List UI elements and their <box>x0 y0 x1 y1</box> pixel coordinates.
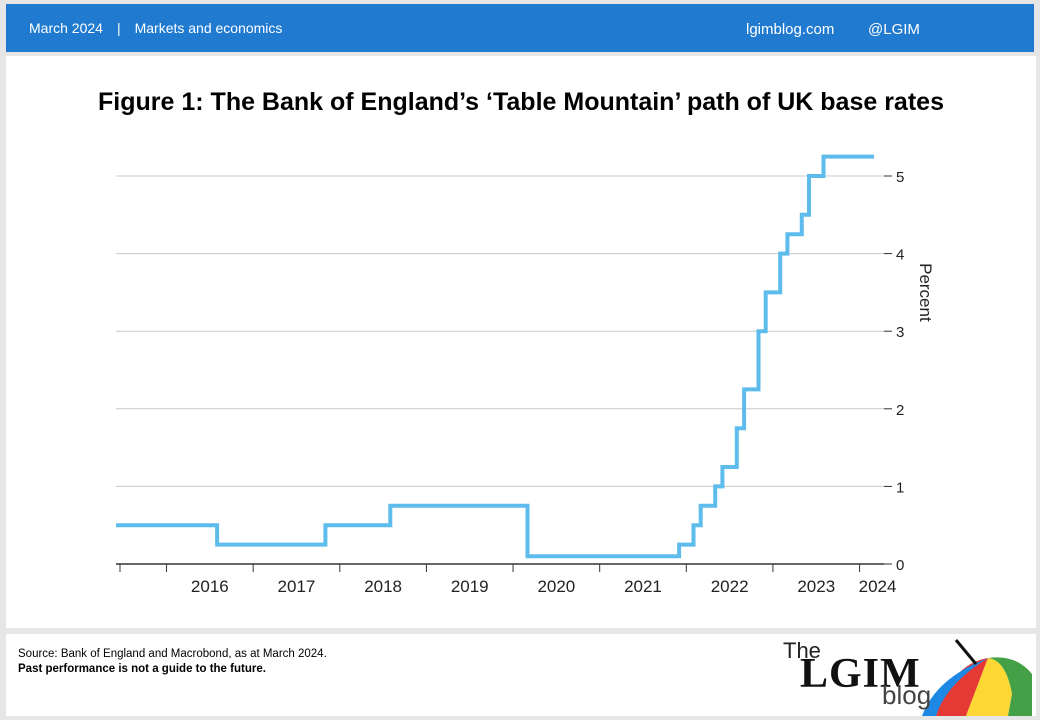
header-meta: March 2024 | Markets and economics <box>29 20 282 36</box>
base-rate-series-line <box>116 154 874 559</box>
y-tick-label: 3 <box>896 324 904 341</box>
x-tick-label: 2016 <box>191 577 229 596</box>
logo-blog: blog <box>882 680 932 710</box>
y-tick-label: 0 <box>896 557 904 574</box>
y-tick-label: 2 <box>896 402 904 419</box>
base-rate-chart: 0 1 2 3 4 5 2016 2017 2018 2019 2020 2021 2022 2023 20… <box>116 154 935 596</box>
x-tick-label: 2020 <box>537 577 575 596</box>
chart-panel: Figure 1: The Bank of England’s ‘Table M… <box>6 56 1036 628</box>
footer: Source: Bank of England and Macrobond, a… <box>6 634 1036 716</box>
x-tick-label: 2018 <box>364 577 402 596</box>
header-bar: March 2024 | Markets and economics lgimblo… <box>6 4 1034 52</box>
header-separator: | <box>116 20 121 36</box>
x-tick-label: 2021 <box>624 577 662 596</box>
logo-the: The <box>783 638 821 663</box>
header-site-link[interactable]: lgimblog.com <box>746 21 835 38</box>
x-tick-label: 2022 <box>711 577 749 596</box>
logo-lgim: LGIM <box>800 651 921 697</box>
x-tick-label: 2023 <box>797 577 835 596</box>
umbrella-icon <box>922 639 1032 716</box>
y-tick-label: 1 <box>896 479 904 496</box>
header-category[interactable]: Markets and economics <box>134 20 283 36</box>
y-tick-label: 5 <box>896 169 904 186</box>
lgim-blog-logo: The LGIM blog <box>776 634 1036 716</box>
source-note: Source: Bank of England and Macrobond, a… <box>18 648 327 660</box>
chart-title: Figure 1: The Bank of England’s ‘Table M… <box>98 88 944 116</box>
y-axis-label: Percent <box>916 263 935 322</box>
header-date: March 2024 <box>29 20 103 36</box>
header-twitter-handle[interactable]: @LGIM <box>868 21 920 38</box>
x-tick-label: 2024 <box>859 577 897 596</box>
x-tick-label: 2019 <box>451 577 489 596</box>
disclaimer: Past performance is not a guide to the f… <box>18 663 266 675</box>
y-tick-label: 4 <box>896 247 904 264</box>
x-tick-label: 2017 <box>278 577 316 596</box>
